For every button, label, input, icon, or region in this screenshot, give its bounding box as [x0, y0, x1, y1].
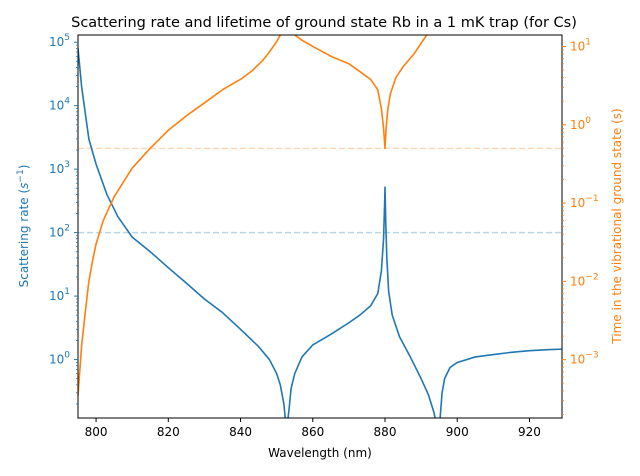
y-right-tick-label: 10−2	[570, 272, 599, 288]
y-left-tick-label: 100	[49, 351, 70, 367]
series-layer	[78, 35, 562, 418]
x-axis-label: Wavelength (nm)	[268, 446, 372, 460]
x-tick-label: 920	[518, 425, 541, 439]
x-tick-label: 880	[374, 425, 397, 439]
y-left-tick-label: 105	[49, 33, 70, 49]
y-right-tick-label: 10−1	[570, 194, 599, 210]
x-tick-label: 840	[229, 425, 252, 439]
plot-frame	[77, 34, 563, 419]
y-axis-left: 100 101 102 103 104 105	[49, 33, 78, 405]
y-left-tick-label: 102	[49, 224, 70, 240]
x-tick-label: 800	[85, 425, 108, 439]
x-axis: 800 820 840 860 880 900 920	[85, 418, 541, 439]
reference-lines	[78, 147, 562, 234]
y-right-tick-label: 10−3	[570, 351, 599, 367]
x-tick-label: 900	[446, 425, 469, 439]
series-line-left	[78, 48, 562, 418]
y-right-tick-label: 100	[570, 116, 591, 132]
y-axis-right: 10−3 10−2 10−1 100 101	[562, 37, 599, 415]
chart-title: Scattering rate and lifetime of ground s…	[71, 15, 577, 31]
y-left-tick-label: 104	[49, 97, 70, 113]
y-left-tick-label: 101	[49, 287, 70, 303]
series-line-right	[78, 35, 428, 396]
y-left-tick-label: 103	[49, 160, 70, 176]
x-tick-label: 860	[301, 425, 324, 439]
y-axis-left-label: Scattering rate (s−1)	[16, 165, 31, 288]
y-right-tick-label: 101	[570, 37, 591, 53]
x-tick-label: 820	[157, 425, 180, 439]
y-axis-right-label: Time in the vibrational ground state (s)	[610, 108, 624, 344]
